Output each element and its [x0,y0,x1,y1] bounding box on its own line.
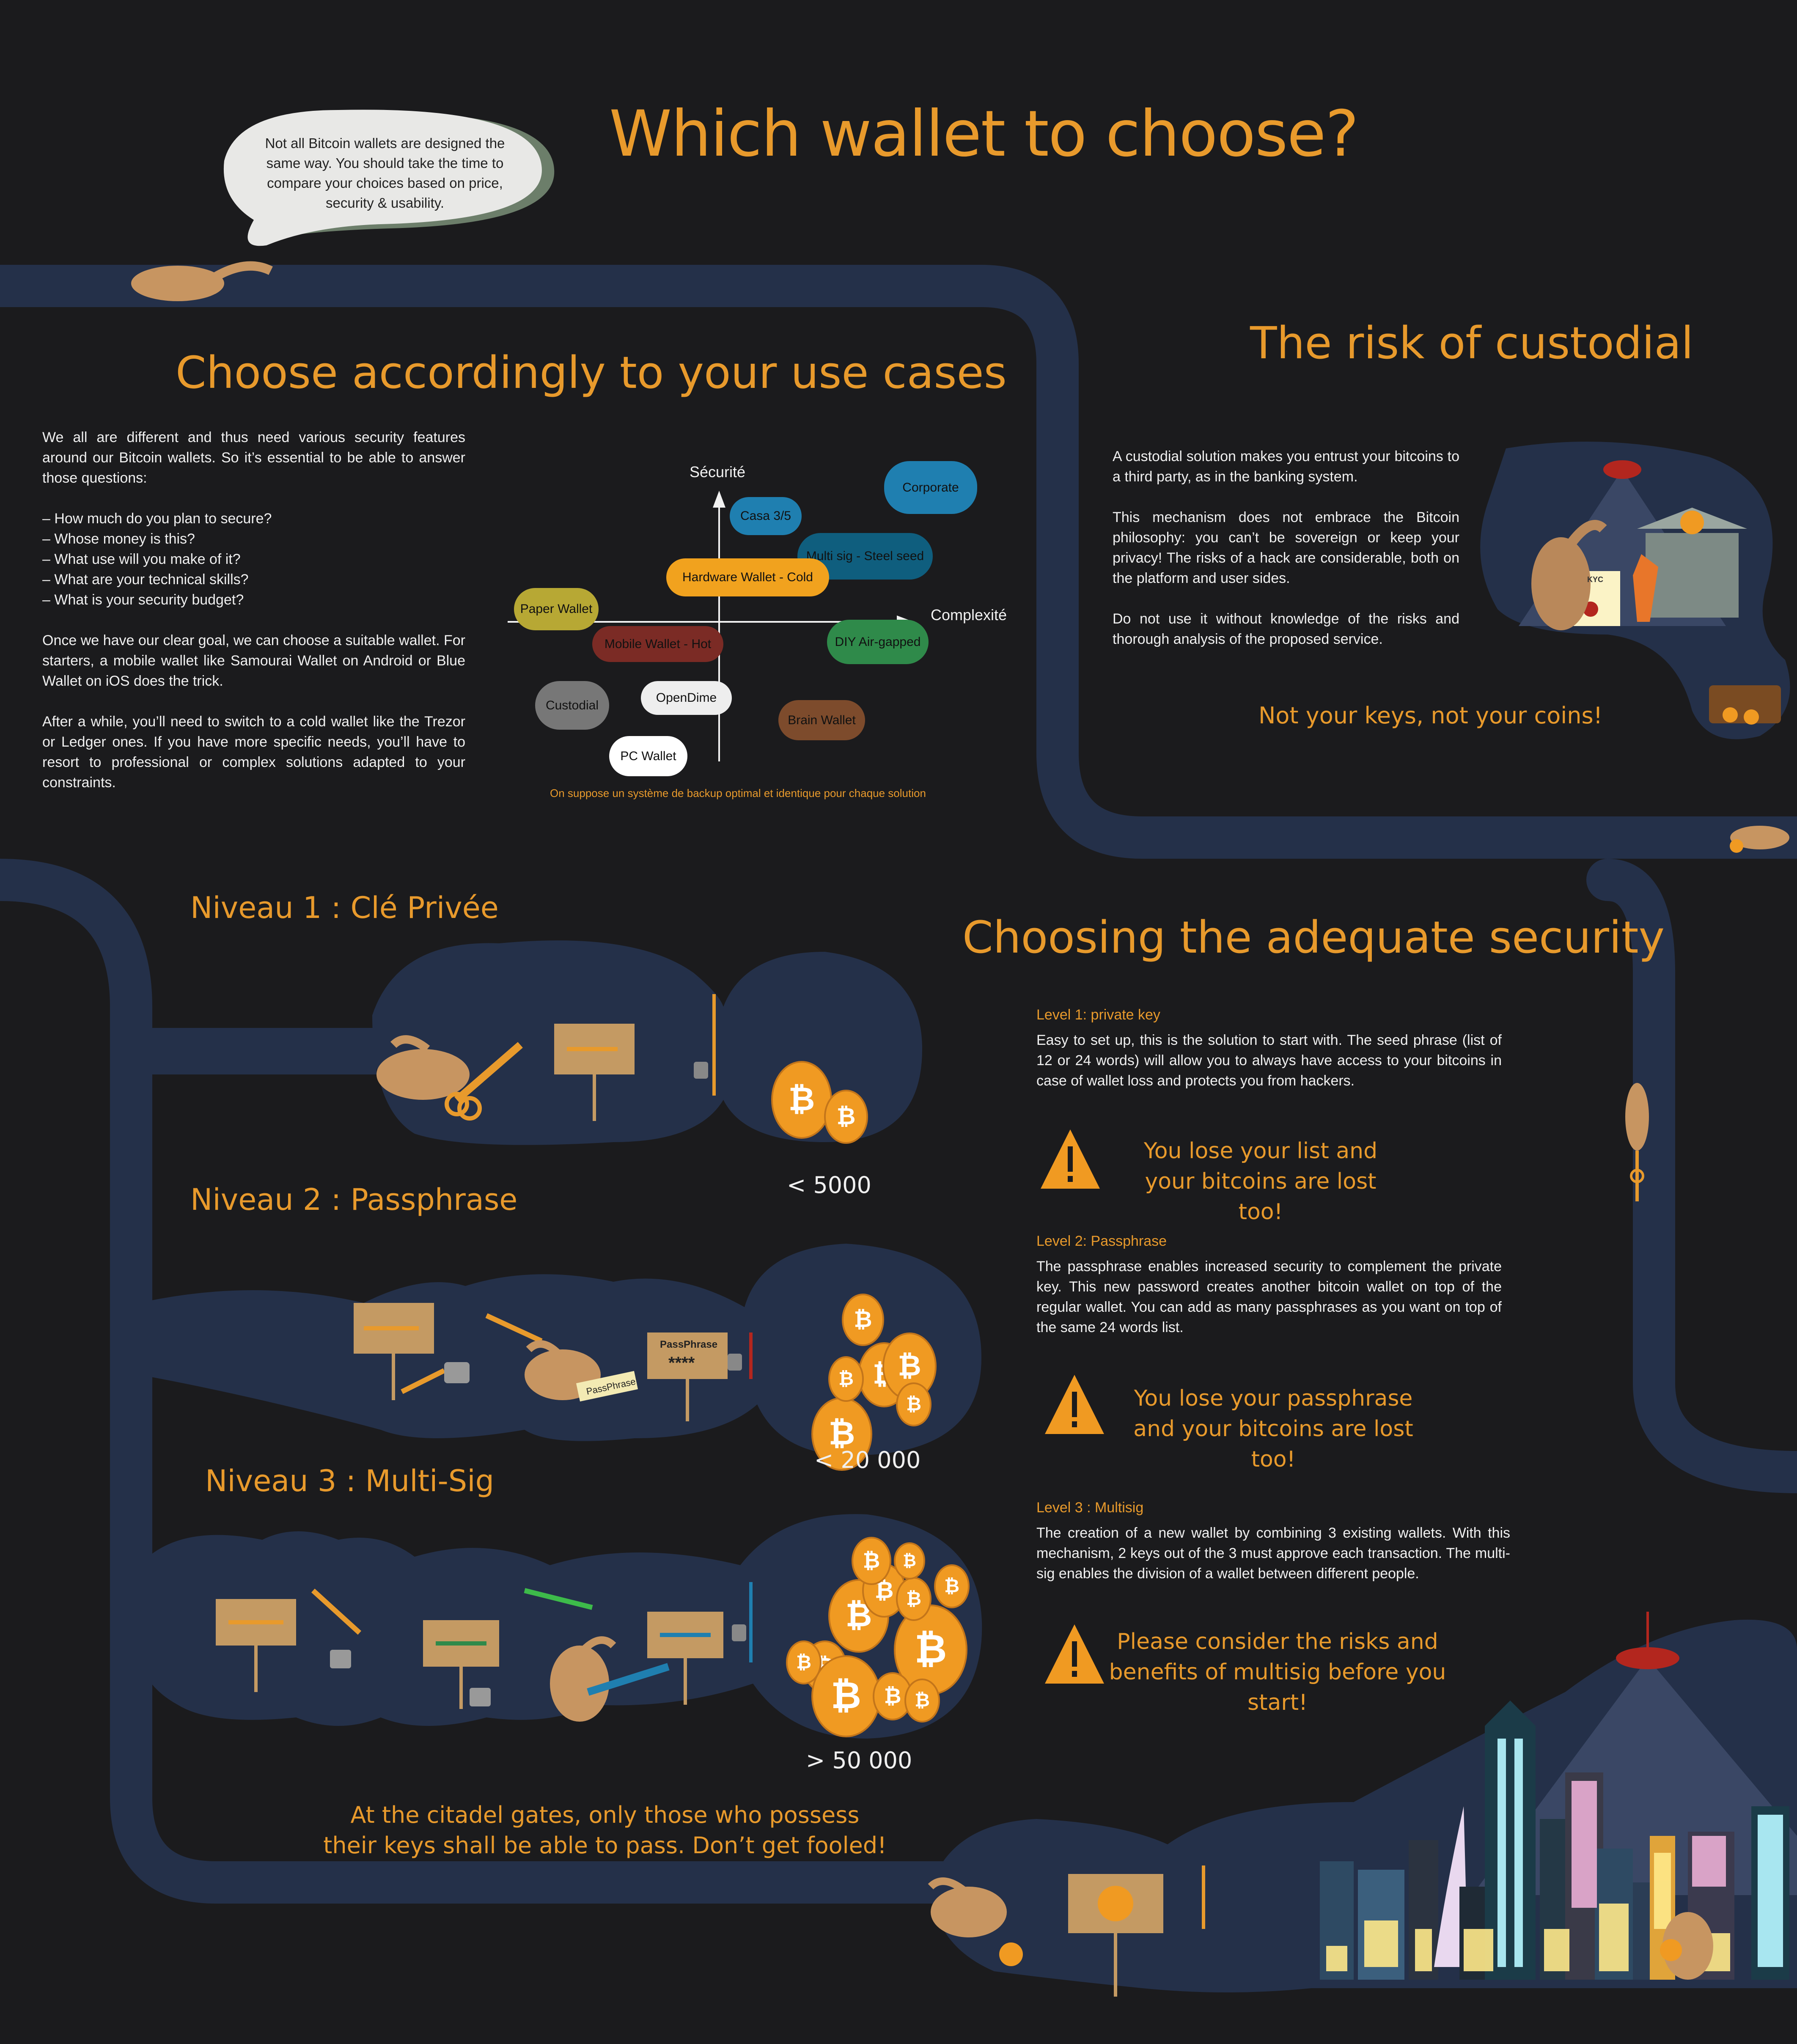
level1-body: Easy to set up, this is the solution to … [1036,1032,1502,1089]
bitcoin-icon: ₿ [915,1690,930,1711]
bitcoin-icon: ₿ [837,1103,856,1130]
bitcoin-icon: ₿ [944,1575,959,1597]
bitcoin-coin [824,1090,868,1144]
level2-title: Niveau 2 : Passphrase [190,1182,518,1217]
level1-title: Niveau 1 : Clé Privée [190,890,499,925]
bitcoin-coin [842,1294,884,1346]
bitcoin-coin [786,1640,822,1684]
bitcoin-icon: ₿ [838,1368,854,1390]
wallet-brain: Brain Wallet [778,700,865,740]
level1-heading: Level 1: private key [1036,1007,1160,1023]
level1-warning: You lose your list and your bitcoins are… [1143,1138,1378,1225]
question-item: – What use will you make of it? [42,551,241,567]
level1-amount: < 5000 [787,1172,871,1198]
question-item: – What is your security budget? [42,592,244,608]
use-cases-para2: Once we have our clear goal, we can choo… [42,632,465,689]
level2-heading: Level 2: Passphrase [1036,1233,1167,1249]
wallet-hardware-cold: Hardware Wallet - Cold [666,558,829,596]
use-cases-title: Choose accordingly to your use cases [176,347,1007,398]
wallet-custodial: Custodial [535,681,609,730]
question-item: – What are your technical skills? [42,571,249,588]
level3-heading: Level 3 : Multisig [1036,1500,1144,1516]
bitcoin-coin [934,1564,970,1608]
matrix-x-label: Complexité [931,606,1007,624]
custodial-p2: This mechanism does not embrace the Bitc… [1113,509,1459,586]
speech-bubble-text: Not all Bitcoin wallets are designed the… [265,135,505,211]
questions-list: – How much do you plan to secure? – Whos… [42,508,465,610]
bitcoin-icon: ₿ [796,1651,811,1673]
bitcoin-coin [896,1382,931,1426]
level3-amount: > 50 000 [806,1747,912,1774]
bitcoin-icon: ₿ [906,1393,921,1415]
wallet-casa: Casa 3/5 [730,497,802,535]
wallet-multisig-steel: Multi sig - Steel seed [797,533,933,580]
bitcoin-icon: ₿ [906,1588,921,1610]
level3-warning: Please consider the risks and benefits o… [1109,1629,1446,1715]
bitcoin-icon: ₿ [789,1081,815,1118]
bitcoin-icon: ₿ [829,1415,855,1453]
wallet-corporate: Corporate [884,461,977,514]
bitcoin-icon: ₿ [898,1349,921,1383]
passphrase-stars: **** [668,1354,695,1372]
bitcoin-icon: ₿ [915,1626,947,1672]
level2-amount: < 20 000 [814,1447,921,1473]
citadel-message: At the citadel gates, only those who pos… [323,1802,887,1859]
wallet-mobile-hot: Mobile Wallet - Hot [592,626,723,662]
bitcoin-icon: ₿ [831,1673,861,1717]
page-title: Which wallet to choose? [609,97,1359,171]
wallet-pc: PC Wallet [609,736,687,776]
use-cases-text: We all are different and thus need vario… [42,427,465,793]
bitcoin-icon: ₿ [884,1684,901,1708]
bitcoin-icon: ₿ [903,1551,916,1570]
security-title: Choosing the adequate security [962,912,1665,963]
bitcoin-coin [904,1679,940,1723]
custodial-p1: A custodial solution makes you entrust y… [1113,448,1459,485]
bitcoin-icon: ₿ [854,1307,872,1332]
level2-body: The passphrase enables increased securit… [1036,1258,1502,1335]
level2-warning: You lose your passphrase and your bitcoi… [1133,1386,1413,1472]
question-item: – Whose money is this? [42,531,195,547]
bitcoin-coin [894,1542,925,1580]
level3-title: Niveau 3 : Multi-Sig [205,1464,495,1498]
kyc-label: KYC [1587,575,1604,584]
question-item: – How much do you plan to secure? [42,511,272,527]
custodial-title: The risk of custodial [1250,317,1694,369]
use-cases-intro: We all are different and thus need vario… [42,429,465,486]
use-cases-para3: After a while, you’ll need to switch to … [42,714,465,791]
custodial-text: A custodial solution makes you entrust y… [1113,446,1459,649]
custodial-p3: Do not use it without knowledge of the r… [1113,611,1459,647]
wallet-paper: Paper Wallet [514,588,599,630]
wallet-opendime: OpenDime [641,681,732,715]
level3-body: The creation of a new wallet by combinin… [1036,1525,1510,1582]
matrix-footnote: On suppose un système de backup optimal … [550,787,926,799]
wallet-diy-airgapped: DIY Air-gapped [827,620,929,664]
matrix-y-label: Sécurité [690,463,746,481]
custodial-motto: Not your keys, not your coins! [1258,702,1603,729]
bitcoin-coin [828,1356,864,1402]
bitcoin-coin [852,1537,891,1585]
passphrase-sign: PassPhrase [660,1339,718,1350]
bitcoin-icon: ₿ [863,1548,880,1573]
